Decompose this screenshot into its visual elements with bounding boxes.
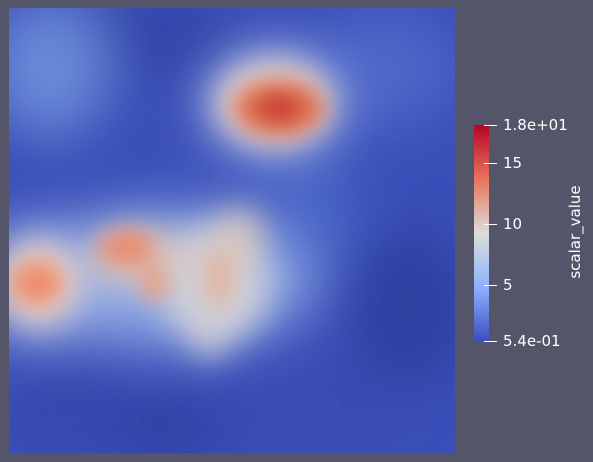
colorbar-tick-10: [484, 224, 497, 225]
colorbar-label-min: 5.4e-01: [503, 332, 561, 350]
colorbar-label-max: 1.8e+01: [503, 116, 568, 134]
colorbar-title: scalar_value: [566, 185, 584, 279]
colorbar-tick-15: [484, 163, 497, 164]
scalar-field-plot: [9, 8, 455, 453]
peak-values-layer: [11, 80, 324, 308]
colorbar-label-10: 10: [503, 215, 523, 233]
colorbar-tick-min: [484, 341, 497, 342]
colorbar-gradient: [474, 125, 489, 342]
colorbar-label-15: 15: [503, 154, 523, 172]
field-variation-layer: [9, 8, 455, 453]
render-viewport[interactable]: [9, 8, 455, 453]
colorbar-tick-5: [484, 285, 497, 286]
colorbar-tick-max: [484, 125, 497, 126]
colorbar-label-5: 5: [503, 276, 513, 294]
